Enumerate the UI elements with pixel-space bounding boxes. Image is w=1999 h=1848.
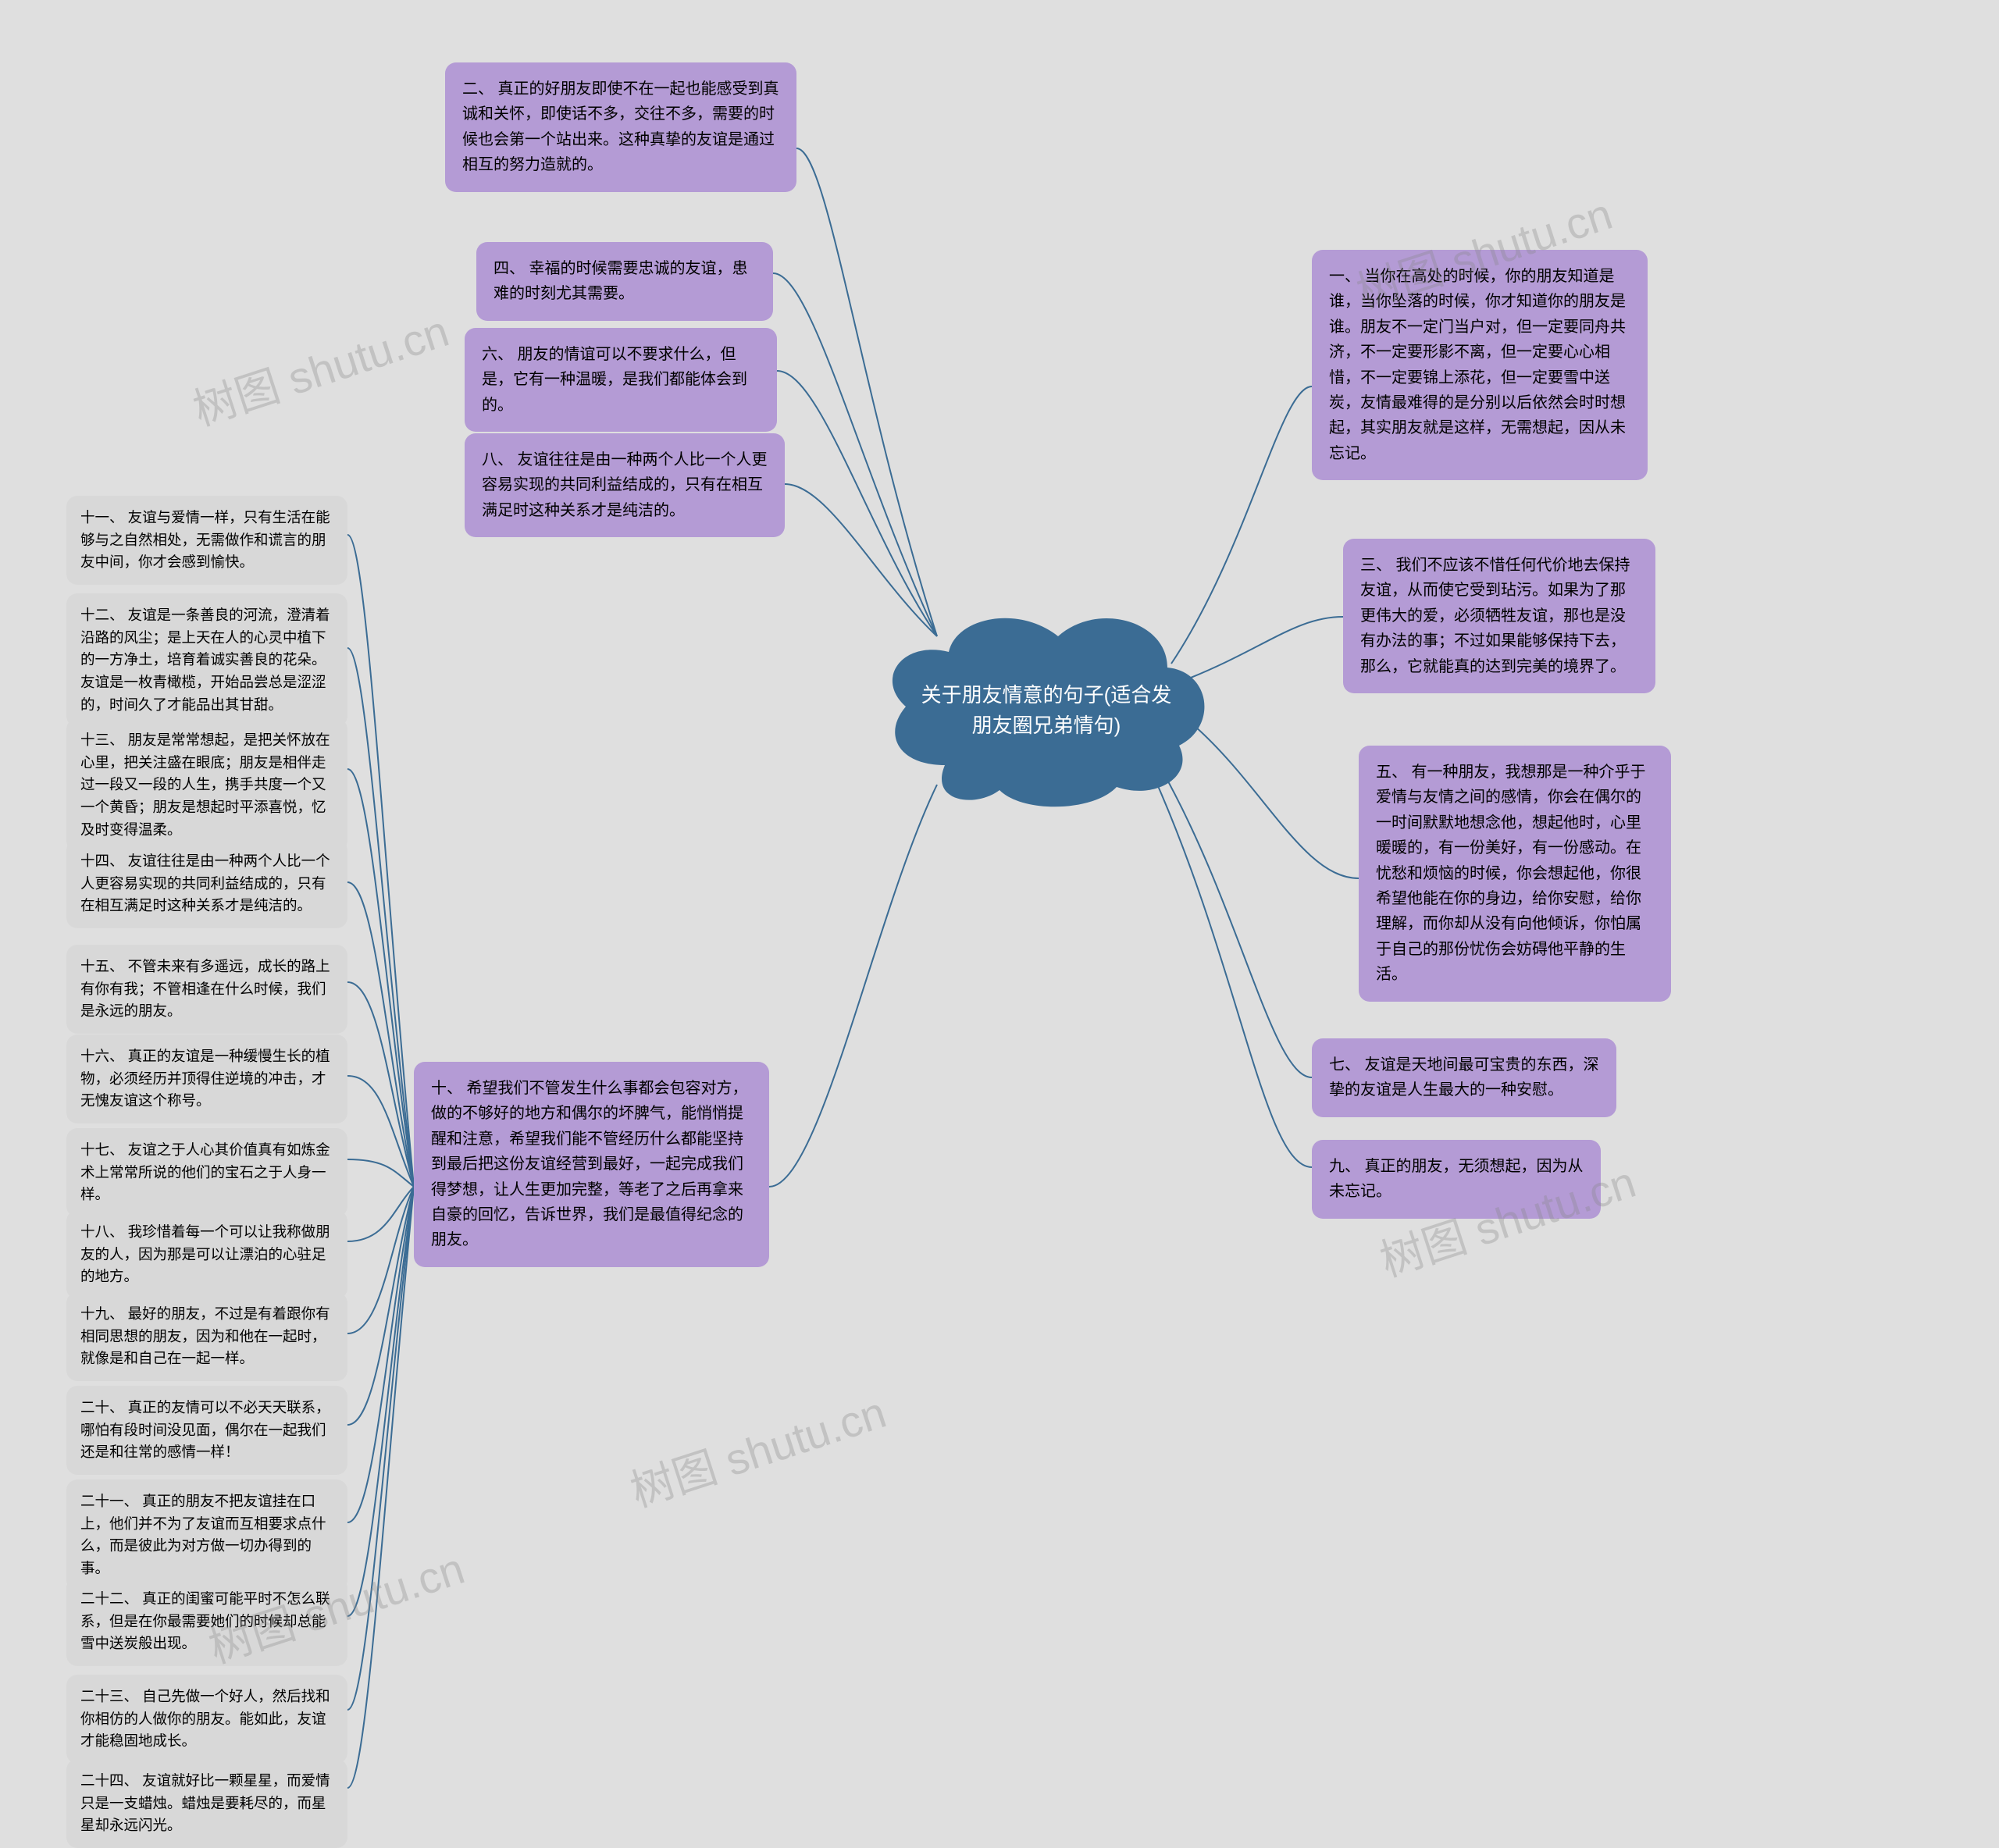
connector-center-p5 (1195, 726, 1359, 878)
connector-p10-g13 (347, 769, 414, 1187)
connector-p10-g19 (347, 1187, 414, 1333)
branch-node-p3: 三、 我们不应该不惜任何代价地去保持友谊，从而使它受到玷污。如果为了那更伟大的爱… (1343, 539, 1655, 693)
connector-center-p2 (796, 148, 937, 636)
connector-center-p7 (1163, 773, 1312, 1077)
leaf-node-g21: 二十一、 真正的朋友不把友谊挂在口上，他们并不为了友谊而互相要求点什么，而是彼此… (66, 1479, 347, 1591)
branch-node-p8: 八、 友谊往往是由一种两个人比一个人更容易实现的共同利益结成的，只有在相互满足时… (465, 433, 785, 537)
connector-p10-g20 (347, 1187, 414, 1425)
connector-p10-g15 (347, 982, 414, 1187)
branch-node-p10: 十、 希望我们不管发生什么事都会包容对方，做的不够好的地方和偶尔的坏脾气，能悄悄… (414, 1062, 769, 1267)
leaf-node-g18: 十八、 我珍惜着每一个可以让我称做朋友的人，因为那是可以让漂泊的心驻足的地方。 (66, 1210, 347, 1299)
connector-p10-g12 (347, 648, 414, 1187)
leaf-node-g20: 二十、 真正的友情可以不必天天联系，哪怕有段时间没见面，偶尔在一起我们还是和往常… (66, 1386, 347, 1475)
branch-node-p4: 四、 幸福的时候需要忠诚的友谊，患难的时刻尤其需要。 (476, 242, 773, 321)
center-title: 关于朋友情意的句子(适合发朋友圈兄弟情句) (914, 680, 1179, 741)
center-node: 关于朋友情意的句子(适合发朋友圈兄弟情句) (882, 609, 1210, 812)
branch-node-p9: 九、 真正的朋友，无须想起，因为从未忘记。 (1312, 1140, 1601, 1219)
connector-p10-g18 (347, 1187, 414, 1241)
leaf-node-g11: 十一、 友谊与爱情一样，只有生活在能够与之自然相处，无需做作和谎言的朋友中间，你… (66, 496, 347, 585)
leaf-node-g13: 十三、 朋友是常常想起，是把关怀放在心里，把关注盛在眼底；朋友是相伴走过一段又一… (66, 718, 347, 852)
connector-p10-g21 (347, 1187, 414, 1522)
connector-center-p9 (1156, 781, 1312, 1167)
leaf-node-g17: 十七、 友谊之于人心其价值真有如炼金术上常常所说的他们的宝石之于人身一样。 (66, 1128, 347, 1217)
branch-node-p5: 五、 有一种朋友，我想那是一种介乎于爱情与友情之间的感情，你会在偶尔的一时间默默… (1359, 746, 1671, 1002)
watermark: 树图 shutu.cn (184, 297, 456, 439)
leaf-node-g22: 二十二、 真正的闺蜜可能平时不怎么联系，但是在你最需要她们的时候却总能雪中送炭般… (66, 1577, 347, 1666)
leaf-node-g24: 二十四、 友谊就好比一颗星星，而爱情只是一支蜡烛。蜡烛是要耗尽的，而星星却永远闪… (66, 1759, 347, 1848)
connector-p10-g14 (347, 882, 414, 1187)
leaf-node-g16: 十六、 真正的友谊是一种缓慢生长的植物，必须经历并顶得住逆境的冲击，才无愧友谊这… (66, 1034, 347, 1123)
connector-p10-g22 (347, 1187, 414, 1616)
connector-center-p6 (777, 371, 937, 636)
leaf-node-g19: 十九、 最好的朋友，不过是有着跟你有相同思想的朋友，因为和他在一起时，就像是和自… (66, 1292, 347, 1381)
leaf-node-g23: 二十三、 自己先做一个好人，然后找和你相仿的人做你的朋友。能如此，友谊才能稳固地… (66, 1675, 347, 1764)
connector-center-p4 (773, 273, 937, 636)
connector-center-p10 (769, 785, 937, 1187)
connector-p10-g24 (347, 1187, 414, 1788)
branch-node-p2: 二、 真正的好朋友即使不在一起也能感受到真诚和关怀，即使话不多，交往不多，需要的… (445, 62, 796, 192)
connector-center-p3 (1187, 617, 1343, 679)
leaf-node-g12: 十二、 友谊是一条善良的河流，澄清着沿路的风尘；是上天在人的心灵中植下的一方净土… (66, 593, 347, 727)
branch-node-p6: 六、 朋友的情谊可以不要求什么，但是，它有一种温暖，是我们都能体会到的。 (465, 328, 777, 432)
leaf-node-g14: 十四、 友谊往往是由一种两个人比一个人更容易实现的共同利益结成的，只有在相互满足… (66, 839, 347, 928)
branch-node-p1: 一、 当你在高处的时候，你的朋友知道是谁，当你坠落的时候，你才知道你的朋友是谁。… (1312, 250, 1648, 480)
branch-node-p7: 七、 友谊是天地间最可宝贵的东西，深挚的友谊是人生最大的一种安慰。 (1312, 1038, 1616, 1117)
watermark: 树图 shutu.cn (622, 1378, 893, 1520)
connector-p10-g11 (347, 535, 414, 1187)
leaf-node-g15: 十五、 不管未来有多遥远，成长的路上有你有我；不管相逢在什么时候，我们是永远的朋… (66, 945, 347, 1034)
connector-p10-g23 (347, 1187, 414, 1710)
connector-p10-g17 (347, 1159, 414, 1187)
connector-p10-g16 (347, 1076, 414, 1187)
